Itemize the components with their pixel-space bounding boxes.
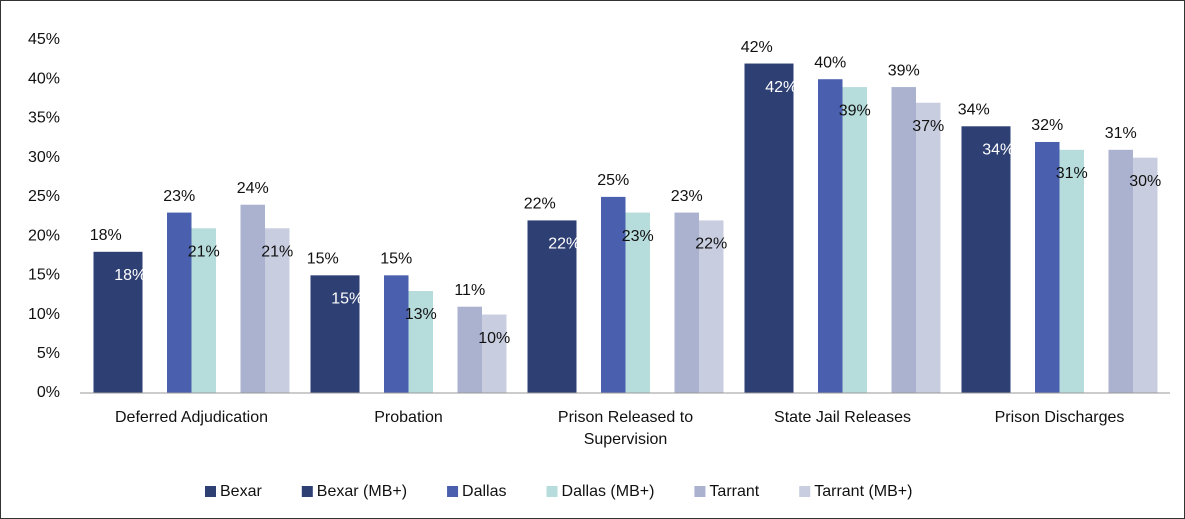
bar xyxy=(265,228,290,393)
bar xyxy=(916,102,941,393)
data-label: 23% xyxy=(671,188,703,205)
bar xyxy=(818,79,843,393)
legend-label: Dallas (MB+) xyxy=(562,483,655,500)
y-tick-label: 20% xyxy=(28,227,60,244)
bar xyxy=(1133,157,1158,393)
legend-swatch xyxy=(447,486,459,497)
data-label: 23% xyxy=(622,228,654,245)
data-label: 34% xyxy=(958,102,990,119)
bar xyxy=(167,212,192,393)
bar xyxy=(842,87,867,394)
legend-swatch xyxy=(694,486,706,497)
bar xyxy=(93,251,118,393)
data-label: 24% xyxy=(237,180,269,197)
y-tick-label: 35% xyxy=(28,110,60,127)
data-label: 21% xyxy=(188,243,220,260)
bar xyxy=(240,204,265,393)
bar xyxy=(118,251,143,393)
data-label: 15% xyxy=(331,291,363,308)
data-label: 42% xyxy=(765,79,797,96)
data-label: 13% xyxy=(405,306,437,323)
y-tick-label: 40% xyxy=(28,70,60,87)
data-label: 30% xyxy=(1129,173,1161,190)
bar xyxy=(674,212,699,393)
data-label: 34% xyxy=(982,142,1014,159)
bar xyxy=(457,306,482,393)
data-label: 42% xyxy=(741,39,773,56)
y-tick-label: 30% xyxy=(28,149,60,166)
bar xyxy=(310,275,335,393)
bar xyxy=(191,228,216,393)
legend-label: Tarrant (MB+) xyxy=(814,483,912,500)
y-tick-label: 45% xyxy=(28,31,60,48)
y-tick-label: 10% xyxy=(28,306,60,323)
legend-swatch xyxy=(546,486,558,497)
legend-swatch xyxy=(799,486,811,497)
bar xyxy=(986,126,1011,394)
bar xyxy=(699,220,724,393)
data-label: 18% xyxy=(90,227,122,244)
data-label: 23% xyxy=(163,188,195,205)
data-label: 15% xyxy=(307,251,339,268)
x-tick-label: Probation xyxy=(374,409,443,426)
bar xyxy=(335,275,360,393)
y-tick-label: 25% xyxy=(28,188,60,205)
legend-swatch xyxy=(205,486,216,497)
legend-label: Dallas xyxy=(462,483,506,500)
data-label: 39% xyxy=(888,62,920,79)
bar xyxy=(1059,149,1084,393)
data-label: 31% xyxy=(1056,165,1088,182)
legend-label: Bexar (MB+) xyxy=(317,483,407,500)
bar xyxy=(552,220,577,393)
legend-label: Tarrant xyxy=(709,483,759,500)
data-label: 22% xyxy=(548,236,580,253)
bar xyxy=(482,314,507,393)
bar xyxy=(625,212,650,393)
y-tick-label: 5% xyxy=(37,345,60,362)
x-tick-label: Prison Discharges xyxy=(995,409,1125,426)
data-label: 22% xyxy=(524,196,556,213)
x-tick-label: Deferred Adjudication xyxy=(115,409,268,426)
legend-swatch xyxy=(301,486,313,497)
data-label: 40% xyxy=(814,54,846,71)
bar xyxy=(408,291,433,393)
bar xyxy=(1108,149,1133,393)
bar xyxy=(601,196,626,393)
data-label: 25% xyxy=(597,172,629,189)
bar xyxy=(891,87,916,394)
y-tick-label: 0% xyxy=(37,384,60,401)
bar xyxy=(1035,141,1060,393)
bar xyxy=(961,126,986,394)
bar xyxy=(769,63,794,394)
data-label: 22% xyxy=(695,236,727,253)
legend-label: Bexar xyxy=(220,483,262,500)
data-label: 18% xyxy=(114,267,146,284)
x-tick-label: Prison Released to Supervision xyxy=(558,409,693,448)
data-label: 15% xyxy=(380,251,412,268)
data-label: 11% xyxy=(454,282,485,299)
bar xyxy=(744,63,769,394)
bar xyxy=(527,220,552,393)
data-label: 10% xyxy=(478,330,510,347)
data-label: 32% xyxy=(1031,117,1063,134)
data-label: 31% xyxy=(1105,125,1137,142)
data-label: 37% xyxy=(912,118,944,135)
x-tick-label: State Jail Releases xyxy=(774,409,911,426)
data-label: 39% xyxy=(839,102,871,119)
bar xyxy=(384,275,409,393)
y-tick-label: 15% xyxy=(28,267,60,284)
data-label: 21% xyxy=(261,243,293,260)
